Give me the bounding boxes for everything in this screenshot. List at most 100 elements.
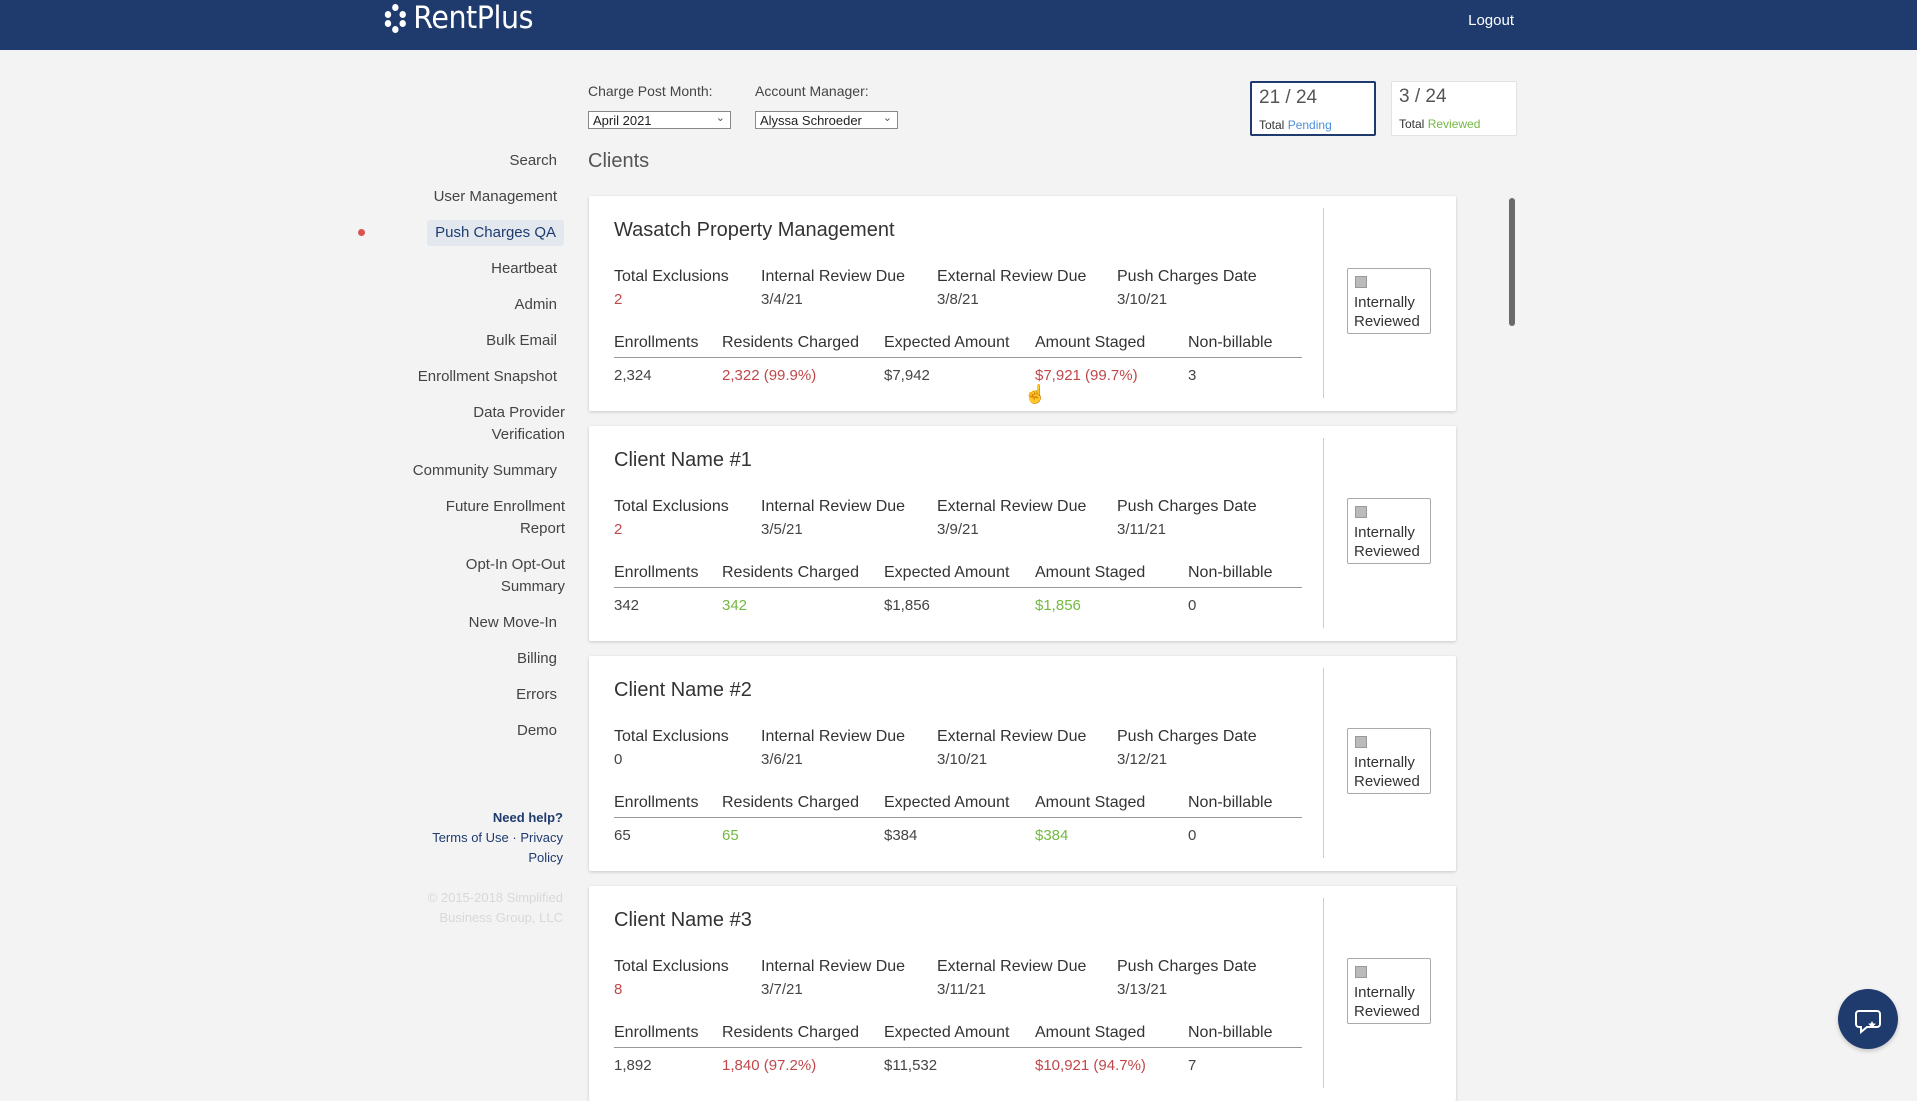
external-review-due-label: External Review Due <box>937 728 1087 745</box>
scrollbar-thumb[interactable] <box>1509 198 1515 326</box>
sidebar-item-user-management[interactable]: User Management <box>433 188 557 205</box>
total-exclusions-value: 2 <box>614 521 623 538</box>
total-exclusions-label: Total Exclusions <box>614 728 729 745</box>
sidebar-item-community-summary[interactable]: Community Summary <box>412 462 557 479</box>
total-reviewed-card[interactable]: 3 / 24 Total Reviewed <box>1391 81 1517 136</box>
expected-amount-label: Expected Amount <box>884 1024 1010 1041</box>
client-name: Wasatch Property Management <box>614 219 895 241</box>
sidebar-item-search[interactable]: Search <box>509 152 557 169</box>
charge-post-month-value: April 2021 <box>593 113 652 128</box>
top-nav-bar: RentPlus Logout <box>0 0 1917 50</box>
charge-post-month-label: Charge Post Month: <box>588 83 713 99</box>
internally-reviewed-label: Internally Reviewed <box>1354 984 1420 1020</box>
total-exclusions-value: 2 <box>614 291 623 308</box>
privacy-policy-link[interactable]: Privacy <box>520 830 563 845</box>
residents-charged-value: 1,840 (97.2%) <box>722 1057 817 1074</box>
non-billable-value: 3 <box>1188 367 1197 384</box>
internal-review-due-value: 3/5/21 <box>761 521 803 538</box>
enrollments-value: 2,324 <box>614 367 652 384</box>
need-help-link[interactable]: Need help? <box>492 810 563 825</box>
card-divider <box>1323 438 1324 628</box>
link-separator: · <box>512 830 517 845</box>
non-billable-label: Non-billable <box>1188 1024 1273 1041</box>
amount-staged-label: Amount Staged <box>1035 1024 1146 1041</box>
expected-amount-label: Expected Amount <box>884 794 1010 811</box>
sidebar-item-errors[interactable]: Errors <box>516 686 557 703</box>
rentplus-logo[interactable]: RentPlus <box>382 0 533 36</box>
sidebar-item-billing[interactable]: Billing <box>516 650 557 667</box>
internal-review-due-value: 3/4/21 <box>761 291 803 308</box>
checkbox-icon <box>1355 276 1367 288</box>
amount-staged-label: Amount Staged <box>1035 564 1146 581</box>
internally-reviewed-checkbox[interactable]: Internally Reviewed <box>1347 268 1431 334</box>
push-charges-date-label: Push Charges Date <box>1117 268 1257 285</box>
residents-charged-label: Residents Charged <box>722 334 859 351</box>
client-card: Client Name #2 Total Exclusions 0 Intern… <box>589 656 1456 871</box>
chat-support-button[interactable] <box>1838 989 1898 1049</box>
internal-review-due-value: 3/6/21 <box>761 751 803 768</box>
push-charges-date-label: Push Charges Date <box>1117 498 1257 515</box>
push-charges-date-value: 3/13/21 <box>1117 981 1168 998</box>
help-links: Need help? Terms of Use · Privacy Policy <box>432 808 563 868</box>
internal-review-due-value: 3/7/21 <box>761 981 803 998</box>
account-manager-value: Alyssa Schroeder <box>760 113 862 128</box>
enrollments-label: Enrollments <box>614 794 699 811</box>
residents-charged-label: Residents Charged <box>722 794 859 811</box>
page-title: Clients <box>588 150 650 172</box>
total-pending-card[interactable]: 21 / 24 Total Pending <box>1250 81 1376 136</box>
amount-staged-value: $7,921 (99.7%) <box>1035 367 1138 384</box>
external-review-due-label: External Review Due <box>937 498 1087 515</box>
expected-amount-value: $11,532 <box>884 1057 938 1074</box>
internal-review-due-label: Internal Review Due <box>761 958 906 975</box>
total-exclusions-label: Total Exclusions <box>614 498 729 515</box>
sidebar-item-opt-in-opt-out-summary[interactable]: Opt-In Opt-Out Summary <box>465 556 565 595</box>
sidebar-item-admin[interactable]: Admin <box>514 296 557 313</box>
active-indicator-dot <box>358 229 365 236</box>
sidebar-item-future-enrollment-report[interactable]: Future Enrollment Report <box>445 498 565 537</box>
chevron-down-icon: ⌄ <box>715 112 725 124</box>
internally-reviewed-checkbox[interactable]: Internally Reviewed <box>1347 728 1431 794</box>
amount-staged-value: $1,856 <box>1035 597 1081 614</box>
internally-reviewed-label: Internally Reviewed <box>1354 294 1420 330</box>
enrollments-value: 342 <box>614 597 640 614</box>
charge-post-month-select[interactable]: April 2021 ⌄ <box>588 111 731 129</box>
non-billable-value: 0 <box>1188 827 1197 844</box>
sidebar-item-enrollment-snapshot[interactable]: Enrollment Snapshot <box>417 368 557 385</box>
residents-charged-label: Residents Charged <box>722 564 859 581</box>
total-exclusions-label: Total Exclusions <box>614 268 729 285</box>
logo-dots-icon <box>382 3 410 33</box>
client-card: Client Name #1 Total Exclusions 2 Intern… <box>589 426 1456 641</box>
checkbox-icon <box>1355 736 1367 748</box>
non-billable-value: 0 <box>1188 597 1197 614</box>
sidebar-item-new-move-in[interactable]: New Move-In <box>468 614 557 631</box>
enrollments-value: 1,892 <box>614 1057 652 1074</box>
sidebar-item-bulk-email[interactable]: Bulk Email <box>486 332 557 349</box>
sidebar-item-data-provider-verification[interactable]: Data Provider Verification <box>473 404 565 443</box>
external-review-due-value: 3/10/21 <box>937 751 988 768</box>
table-divider <box>614 817 1302 818</box>
push-charges-date-label: Push Charges Date <box>1117 958 1257 975</box>
internally-reviewed-checkbox[interactable]: Internally Reviewed <box>1347 958 1431 1024</box>
sidebar-item-demo[interactable]: Demo <box>516 722 557 739</box>
sidebar-item-push-charges-qa[interactable]: Push Charges QA <box>427 220 564 246</box>
push-charges-date-value: 3/11/21 <box>1117 521 1166 538</box>
push-charges-date-value: 3/12/21 <box>1117 751 1168 768</box>
account-manager-select[interactable]: Alyssa Schroeder ⌄ <box>755 111 898 129</box>
expected-amount-label: Expected Amount <box>884 564 1010 581</box>
push-charges-date-value: 3/10/21 <box>1117 291 1168 308</box>
expected-amount-label: Expected Amount <box>884 334 1010 351</box>
residents-charged-value: 2,322 (99.9%) <box>722 367 817 384</box>
terms-of-use-link[interactable]: Terms of Use <box>432 830 509 845</box>
chat-bubble-icon <box>1855 1010 1881 1035</box>
internally-reviewed-checkbox[interactable]: Internally Reviewed <box>1347 498 1431 564</box>
sidebar-item-heartbeat[interactable]: Heartbeat <box>491 260 557 277</box>
privacy-policy-link-line2[interactable]: Policy <box>528 850 563 865</box>
internal-review-due-label: Internal Review Due <box>761 498 906 515</box>
enrollments-label: Enrollments <box>614 564 699 581</box>
residents-charged-value: 342 <box>722 597 748 614</box>
card-divider <box>1323 668 1324 858</box>
logout-link[interactable]: Logout <box>1468 12 1514 29</box>
internally-reviewed-label: Internally Reviewed <box>1354 524 1420 560</box>
enrollments-value: 65 <box>614 827 631 844</box>
internal-review-due-label: Internal Review Due <box>761 728 906 745</box>
